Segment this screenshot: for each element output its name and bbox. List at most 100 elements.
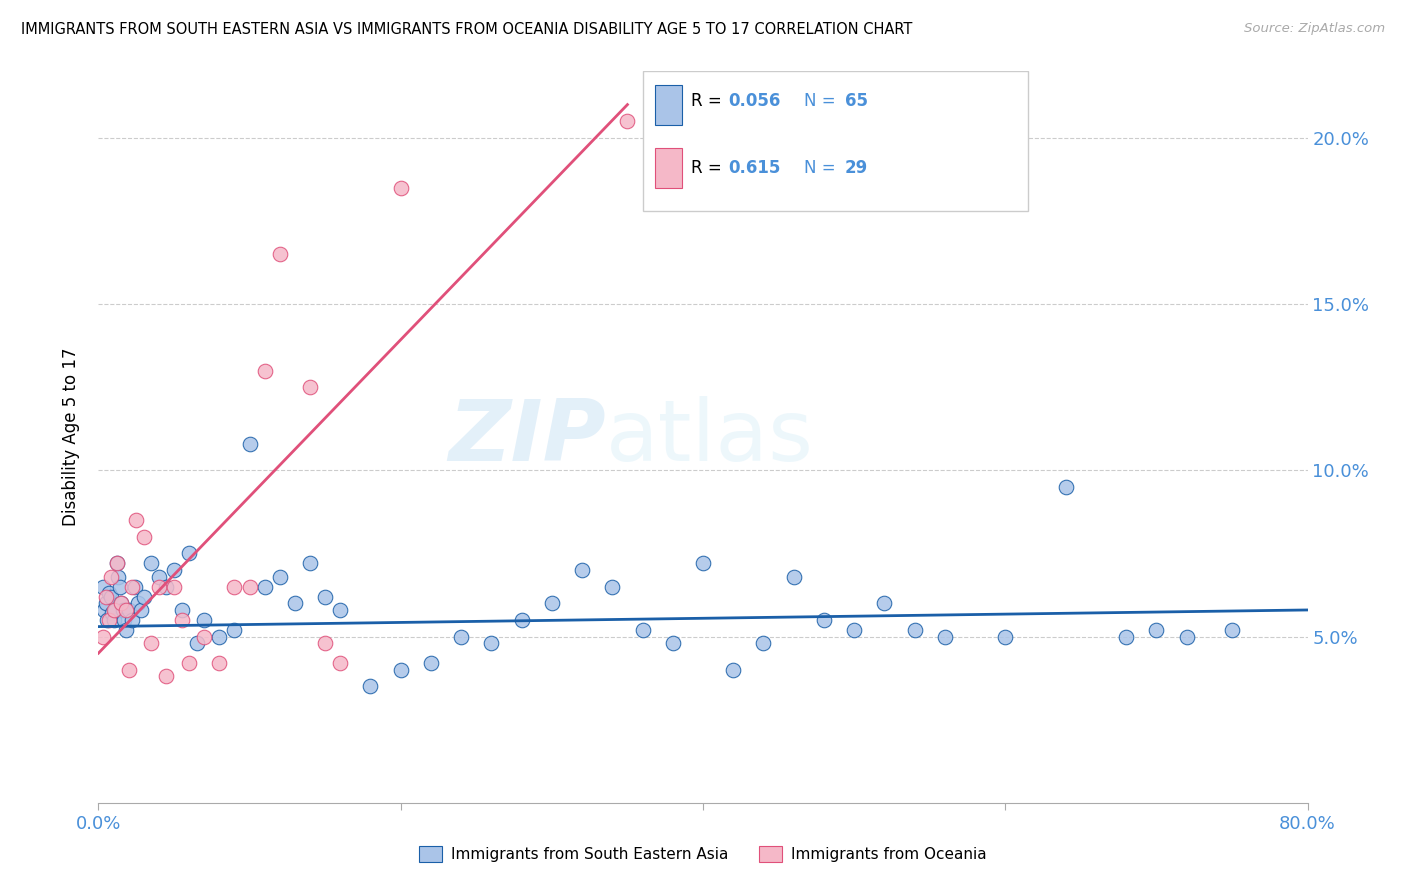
Point bbox=[510, 613, 533, 627]
Point bbox=[105, 557, 128, 571]
Point bbox=[299, 380, 322, 394]
Point bbox=[163, 563, 186, 577]
Point bbox=[994, 630, 1017, 644]
Point bbox=[110, 596, 132, 610]
Point bbox=[239, 580, 262, 594]
Text: atlas: atlas bbox=[606, 395, 814, 479]
Text: Source: ZipAtlas.com: Source: ZipAtlas.com bbox=[1244, 22, 1385, 36]
Point bbox=[224, 580, 246, 594]
Point bbox=[148, 570, 170, 584]
Point bbox=[129, 603, 152, 617]
Point bbox=[450, 630, 472, 644]
Point bbox=[360, 680, 382, 694]
Point bbox=[111, 603, 134, 617]
Point bbox=[253, 580, 276, 594]
Point bbox=[253, 363, 276, 377]
Point bbox=[389, 180, 412, 194]
Point bbox=[239, 436, 262, 450]
Point bbox=[193, 630, 215, 644]
Point bbox=[616, 114, 638, 128]
Point bbox=[481, 636, 503, 650]
Text: N =: N = bbox=[804, 159, 841, 177]
Point bbox=[141, 636, 163, 650]
Point bbox=[100, 570, 122, 584]
Point bbox=[540, 596, 562, 610]
Point bbox=[114, 603, 136, 617]
Point bbox=[299, 557, 322, 571]
Point bbox=[114, 623, 136, 637]
Text: R =: R = bbox=[690, 159, 727, 177]
Y-axis label: Disability Age 5 to 17: Disability Age 5 to 17 bbox=[62, 348, 80, 526]
FancyBboxPatch shape bbox=[643, 71, 1028, 211]
Point bbox=[631, 623, 654, 637]
Point bbox=[186, 636, 208, 650]
Text: R =: R = bbox=[690, 92, 727, 111]
Point bbox=[105, 557, 128, 571]
Point bbox=[329, 656, 352, 670]
Point bbox=[314, 590, 336, 604]
Point bbox=[1175, 630, 1198, 644]
Point bbox=[170, 603, 193, 617]
Point bbox=[314, 636, 336, 650]
Point bbox=[269, 570, 291, 584]
Point bbox=[91, 580, 114, 594]
Point bbox=[93, 603, 115, 617]
Point bbox=[103, 613, 125, 627]
Point bbox=[1220, 623, 1243, 637]
Point bbox=[284, 596, 307, 610]
Point bbox=[783, 570, 806, 584]
Point bbox=[94, 596, 117, 610]
Point bbox=[107, 570, 129, 584]
Point bbox=[132, 590, 155, 604]
Point bbox=[389, 663, 412, 677]
Point bbox=[170, 613, 193, 627]
Point bbox=[125, 513, 148, 527]
Point bbox=[104, 603, 127, 617]
Point bbox=[163, 580, 186, 594]
Point bbox=[1054, 480, 1077, 494]
Point bbox=[100, 590, 122, 604]
Point bbox=[98, 586, 121, 600]
Point bbox=[96, 613, 118, 627]
Point bbox=[571, 563, 593, 577]
Point bbox=[108, 580, 131, 594]
Point bbox=[269, 247, 291, 261]
Point bbox=[723, 663, 745, 677]
Point bbox=[329, 603, 352, 617]
Point bbox=[118, 663, 141, 677]
Point bbox=[752, 636, 775, 650]
Point bbox=[103, 603, 125, 617]
Point bbox=[91, 630, 114, 644]
Point bbox=[118, 603, 141, 617]
Point bbox=[661, 636, 683, 650]
Point bbox=[934, 630, 956, 644]
Point bbox=[193, 613, 215, 627]
Text: N =: N = bbox=[804, 92, 841, 111]
Point bbox=[101, 607, 124, 621]
Text: ZIP: ZIP bbox=[449, 395, 606, 479]
Point bbox=[904, 623, 927, 637]
Point bbox=[98, 613, 121, 627]
Point bbox=[179, 546, 201, 560]
Point bbox=[141, 557, 163, 571]
Point bbox=[132, 530, 155, 544]
Point bbox=[124, 580, 146, 594]
Point bbox=[155, 669, 177, 683]
Legend: Immigrants from South Eastern Asia, Immigrants from Oceania: Immigrants from South Eastern Asia, Immi… bbox=[413, 840, 993, 868]
Point bbox=[208, 656, 231, 670]
Point bbox=[127, 596, 149, 610]
Point bbox=[179, 656, 201, 670]
Point bbox=[844, 623, 866, 637]
Text: 29: 29 bbox=[845, 159, 869, 177]
Point bbox=[148, 580, 170, 594]
Text: 0.615: 0.615 bbox=[728, 159, 782, 177]
Point bbox=[1144, 623, 1167, 637]
Point bbox=[121, 613, 143, 627]
Point bbox=[692, 557, 714, 571]
Point bbox=[602, 580, 624, 594]
Point bbox=[94, 590, 117, 604]
Text: 0.056: 0.056 bbox=[728, 92, 782, 111]
Point bbox=[873, 596, 896, 610]
Bar bbox=[655, 85, 682, 125]
Point bbox=[208, 630, 231, 644]
